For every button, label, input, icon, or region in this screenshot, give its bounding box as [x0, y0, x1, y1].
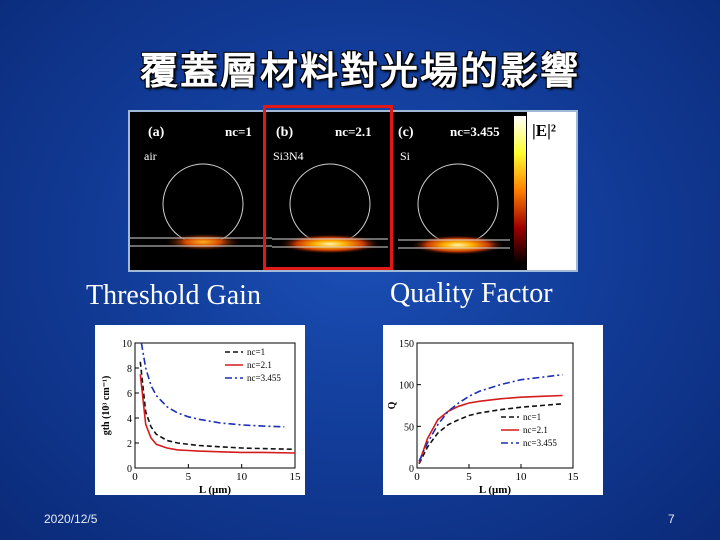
left-subtitle: Threshold Gain [86, 280, 261, 311]
y-tick-label: 50 [404, 422, 414, 433]
colorbar [514, 116, 526, 264]
x-tick-label: 5 [186, 471, 192, 483]
slide-title: 覆蓋層材料對光場的影響 [139, 48, 580, 93]
y-tick-label: 6 [127, 389, 132, 400]
threshold-gain-chart: 0 5 10 15 0 2 4 6 8 10 L (μm) gth (10³ cm⁻¹) nc=1 nc=… [95, 325, 305, 496]
panel-a [130, 163, 272, 251]
legend-label-1: nc=2.1 [523, 425, 548, 435]
x-tick-label: 0 [414, 471, 420, 483]
x-tick-label: 5 [466, 471, 472, 483]
panel-c-tag: (c) [398, 125, 414, 140]
panel-c-material: Si [400, 149, 411, 163]
threshold-gain-svg: 0 5 10 15 0 2 4 6 8 10 L (μm) gth (10³ cm⁻¹) nc=1 nc=… [101, 339, 302, 496]
series-line-2 [418, 373, 563, 462]
y-axis-label: Q [387, 401, 398, 409]
x-tick-label: 15 [290, 471, 302, 483]
legend-label-0: nc=1 [523, 412, 541, 422]
panel-c [398, 163, 510, 255]
legend-label-1: nc=2.1 [247, 360, 272, 370]
series-line-0 [418, 403, 563, 465]
date-footer: 2020/12/5 [44, 512, 98, 526]
y-tick-label: 2 [127, 439, 132, 450]
panel-c-nc: nc=3.455 [450, 124, 500, 139]
y-tick-label: 8 [127, 364, 132, 375]
legend-label-2: nc=3.455 [523, 438, 557, 448]
x-tick-label: 10 [236, 471, 248, 483]
x-tick-label: 15 [568, 471, 580, 483]
x-axis-label: L (μm) [199, 484, 232, 495]
x-tick-label: 10 [516, 471, 528, 483]
plot-frame [416, 342, 574, 469]
x-tick-label: 0 [132, 471, 138, 483]
y-tick-label: 0 [127, 464, 132, 475]
panel-b-tag: (b) [276, 125, 293, 140]
series-line-1 [418, 394, 563, 464]
panel-b-nc: nc=2.1 [335, 124, 372, 139]
page-number: 7 [668, 512, 675, 526]
legend-label-0: nc=1 [247, 347, 265, 357]
y-tick-label: 4 [127, 414, 132, 425]
legend-label-2: nc=3.455 [247, 373, 281, 383]
panel-a-tag: (a) [148, 125, 165, 140]
field-distribution-figure: (a) nc=1 air (b) nc=2.1 Si3N4 (c) nc=3.4… [128, 110, 578, 272]
plot-frame [134, 342, 296, 469]
colorbar-label: |E|² [532, 121, 556, 140]
highlight-frame [263, 105, 393, 270]
right-subtitle: Quality Factor [390, 278, 553, 309]
panel-a-nc: nc=1 [225, 124, 252, 139]
series-line-2 [140, 342, 285, 428]
x-axis-label: L (μm) [479, 484, 512, 495]
panel-b-material: Si3N4 [273, 149, 304, 163]
y-tick-label: 100 [399, 381, 414, 392]
series-line-1 [139, 374, 296, 454]
y-axis-label: gth (10³ cm⁻¹) [101, 376, 112, 436]
y-tick-label: 150 [399, 339, 414, 350]
series-line-0 [139, 361, 296, 451]
field-distribution-svg: (a) nc=1 air (b) nc=2.1 Si3N4 (c) nc=3.4… [130, 112, 576, 270]
panel-b [272, 163, 388, 254]
y-tick-label: 10 [122, 339, 132, 350]
panel-a-material: air [144, 149, 157, 163]
y-tick-label: 0 [409, 464, 414, 475]
